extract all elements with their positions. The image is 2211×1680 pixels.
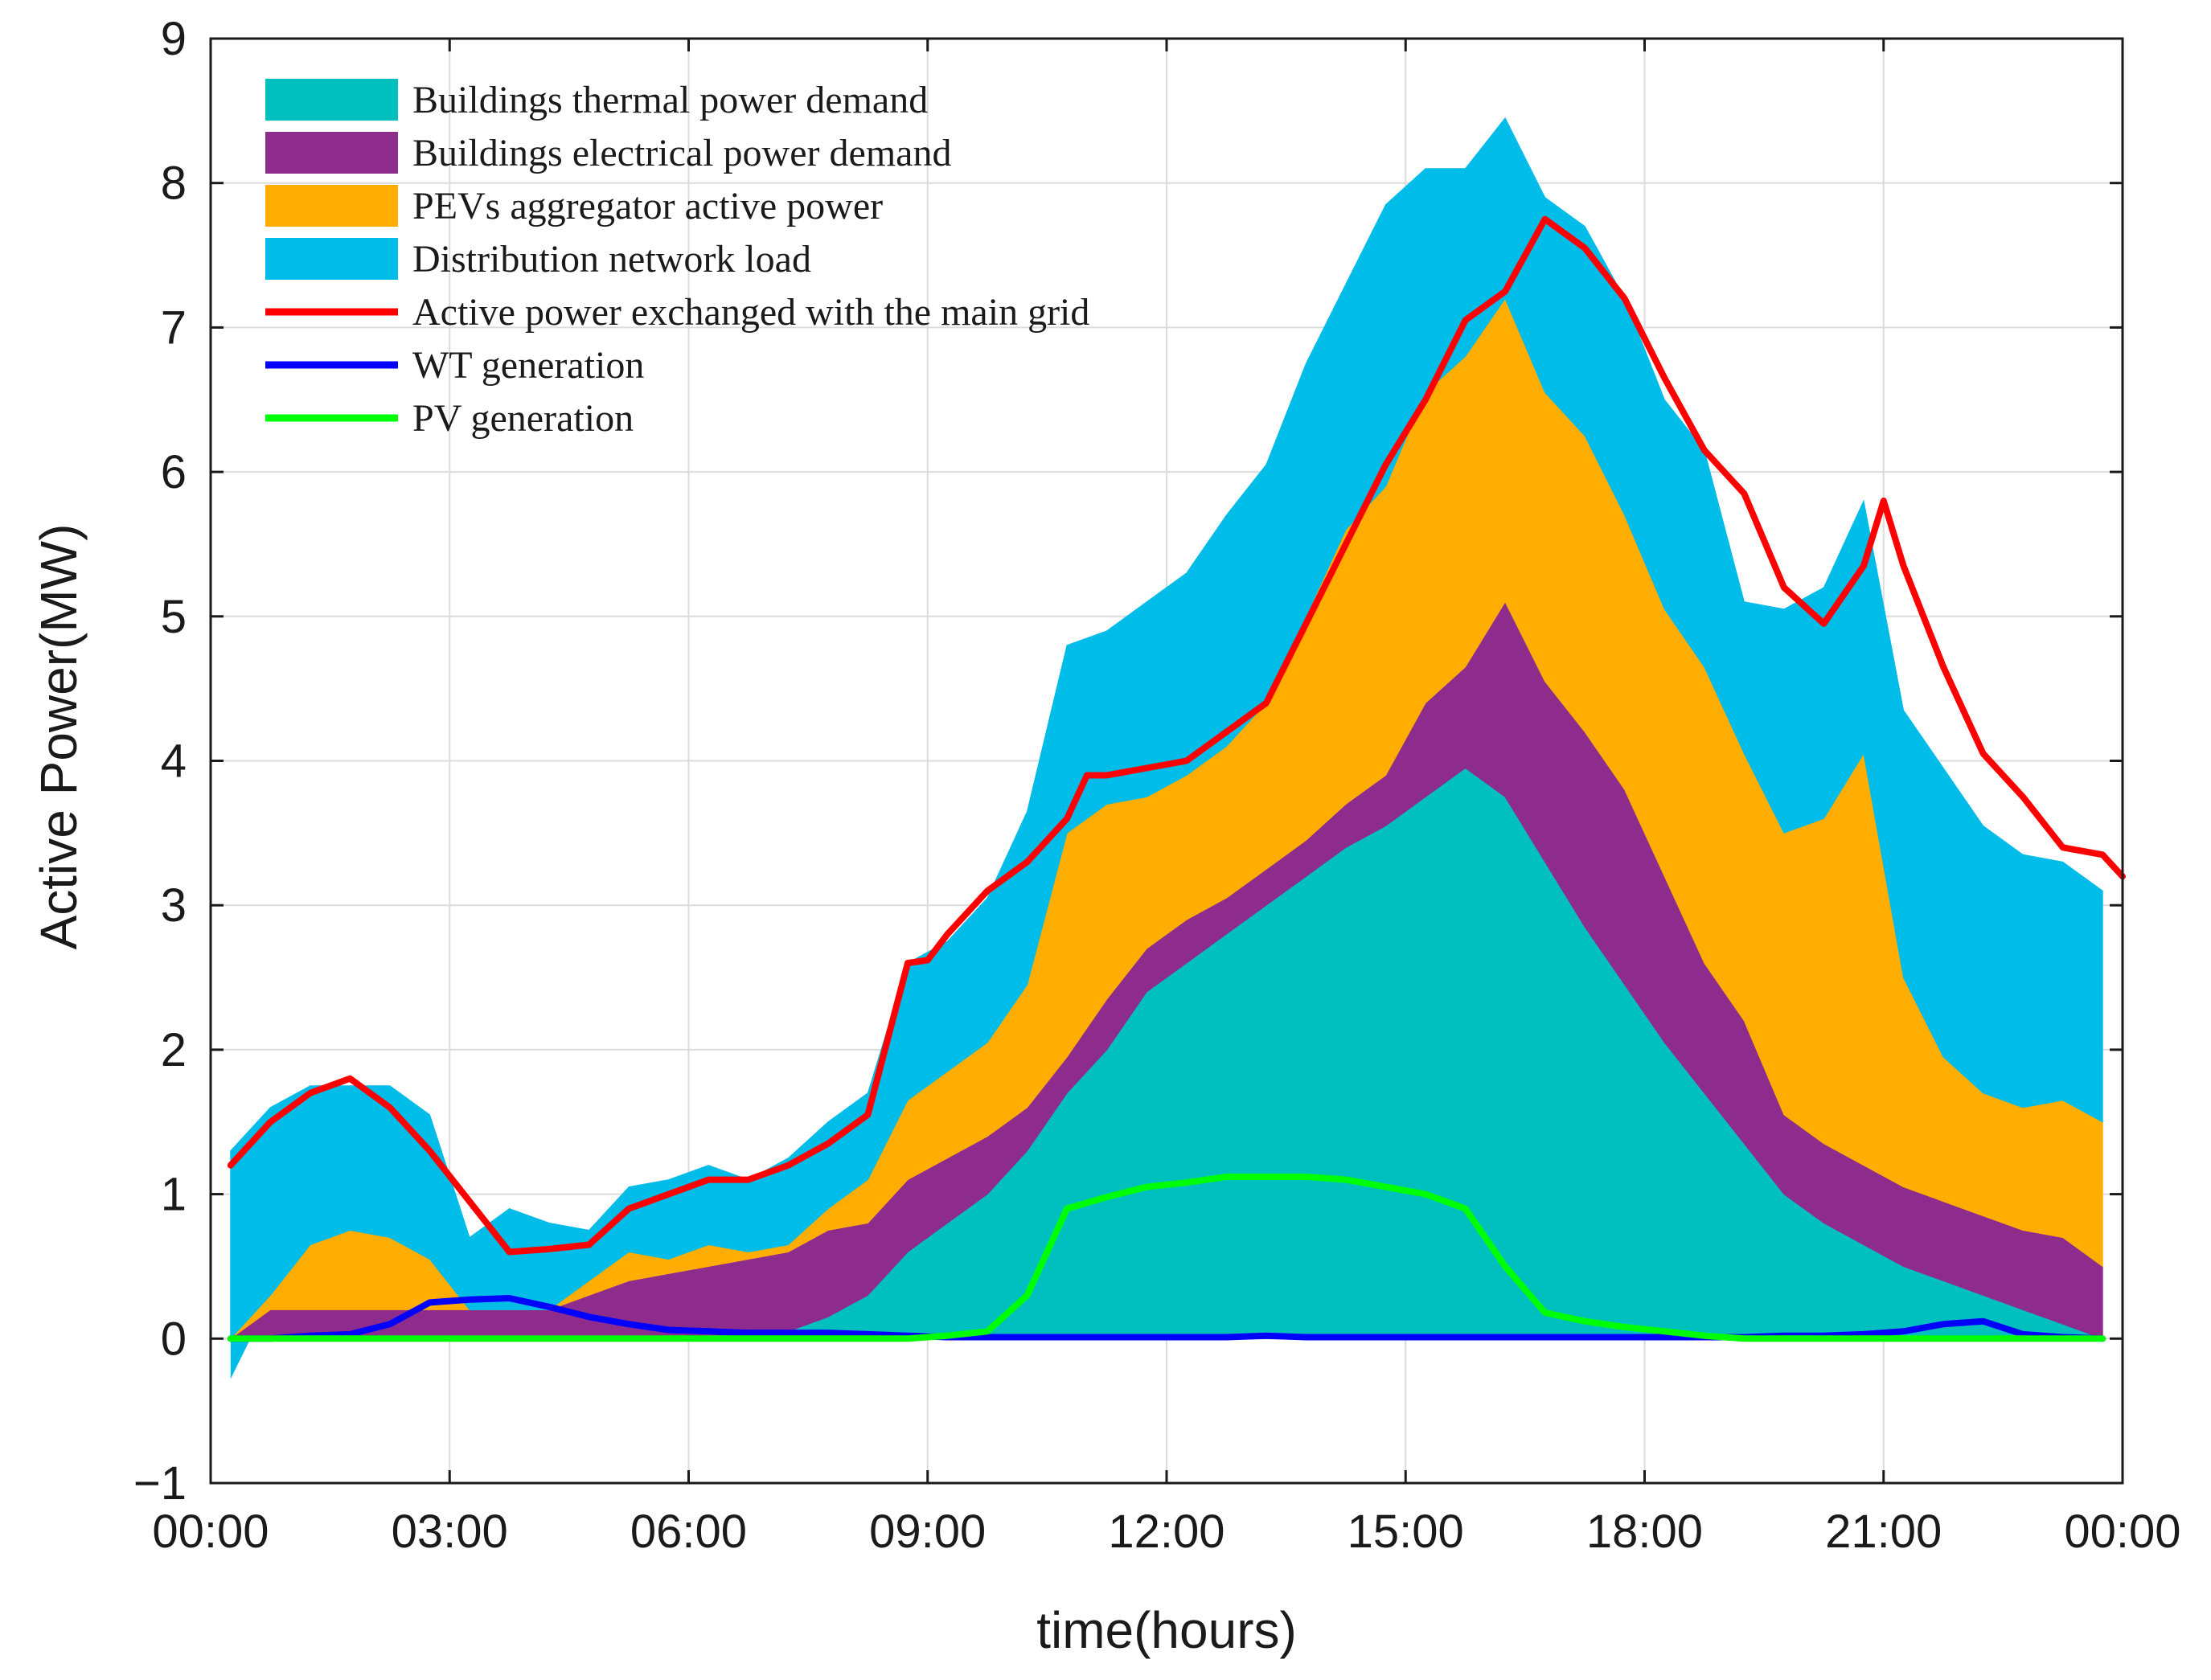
line-series-1 xyxy=(227,215,2126,1256)
legend-label: PV generation xyxy=(412,397,634,440)
legend-label: WT generation xyxy=(412,344,644,387)
line-series-3 xyxy=(227,1174,2106,1342)
axis-ticks: 00:00 03:00 06:00 09:00 12:00 15:00 18:00 21:00… xyxy=(133,13,2181,1558)
area-series-4 xyxy=(230,117,2103,1340)
stacked-areas xyxy=(229,117,2103,1379)
x-tick-label: 06:00 xyxy=(630,1506,747,1558)
y-tick-label: 1 xyxy=(161,1169,187,1221)
legend-label: Buildings thermal power demand xyxy=(412,79,928,121)
legend-swatch xyxy=(265,132,398,174)
x-tick-label: 09:00 xyxy=(869,1506,986,1558)
series-lines xyxy=(227,215,2126,1342)
y-tick-label: −1 xyxy=(133,1457,187,1510)
x-tick-label: 18:00 xyxy=(1586,1506,1703,1558)
y-tick-label: 0 xyxy=(161,1313,187,1365)
x-tick-label: 03:00 xyxy=(392,1506,508,1558)
area-negative-tip xyxy=(230,1338,251,1379)
x-axis-title: time(hours) xyxy=(1036,1601,1297,1659)
x-tick-label: 00:00 xyxy=(2064,1506,2180,1558)
legend: Buildings thermal power demand Buildings … xyxy=(265,79,1089,440)
legend-swatch xyxy=(265,238,398,280)
x-tick-label: 15:00 xyxy=(1348,1506,1464,1558)
x-tick-label: 12:00 xyxy=(1108,1506,1224,1558)
y-tick-label: 8 xyxy=(161,158,187,210)
legend-label: PEVs aggregator active power xyxy=(412,185,883,227)
legend-swatch xyxy=(265,185,398,227)
legend-swatch xyxy=(265,79,398,121)
legend-label: Distribution network load xyxy=(412,238,811,281)
legend-label: Active power exchanged with the main gri… xyxy=(412,291,1089,334)
y-tick-label: 5 xyxy=(161,591,187,643)
x-tick-label: 00:00 xyxy=(152,1506,269,1558)
y-tick-label: 9 xyxy=(161,13,187,65)
y-axis-title: Active Power(MW) xyxy=(30,524,88,950)
y-tick-label: 4 xyxy=(161,736,187,788)
y-tick-label: 2 xyxy=(161,1024,187,1076)
x-tick-label: 21:00 xyxy=(1825,1506,1942,1558)
y-tick-label: 3 xyxy=(161,879,187,932)
y-tick-label: 7 xyxy=(161,301,187,354)
legend-label: Buildings electrical power demand xyxy=(412,132,951,174)
y-tick-label: 6 xyxy=(161,446,187,498)
